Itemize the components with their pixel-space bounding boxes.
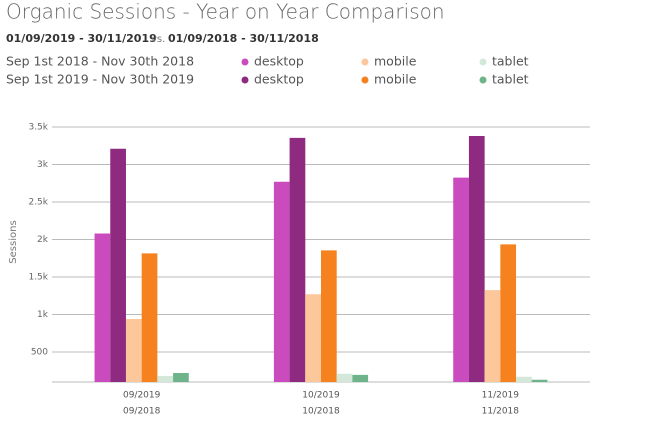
bar — [289, 137, 306, 382]
legend-label: mobile — [374, 72, 417, 87]
legend-marker — [479, 76, 487, 84]
legend-label: tablet — [492, 54, 529, 69]
legend-label: desktop — [254, 54, 304, 69]
x-tick-label: 10/2019 — [302, 391, 340, 401]
legend-label: desktop — [254, 72, 304, 87]
bar — [321, 250, 337, 382]
bar — [352, 374, 369, 382]
bar — [500, 244, 517, 382]
x-tick-label: 11/2019 — [482, 391, 520, 401]
x-tick-label: 09/2019 — [123, 391, 161, 401]
chart-title: Organic Sessions - Year on Year Comparis… — [6, 0, 445, 24]
bar — [110, 148, 126, 382]
y-axis-title: Sessions — [8, 220, 19, 263]
legend-marker — [241, 76, 249, 84]
subtitle-previous: 01/09/2018 - 30/11/2018 — [168, 32, 319, 45]
bar — [173, 373, 189, 382]
y-tick-label: 3.5k — [28, 123, 48, 133]
y-tick-label: 500 — [31, 348, 48, 358]
legend-marker — [361, 58, 369, 66]
bar — [141, 253, 158, 382]
y-tick-label: 2.5k — [28, 198, 48, 208]
subtitle-current: 01/09/2019 - 30/11/2019 — [6, 32, 157, 45]
bar — [531, 379, 548, 382]
x-tick-label: 11/2018 — [482, 407, 520, 417]
bar — [484, 290, 501, 382]
y-tick-label: 1k — [37, 310, 49, 320]
legend-marker — [479, 58, 487, 66]
bar — [125, 319, 142, 382]
legend-group: Sep 1st 2018 - Nov 30th 2018 — [6, 54, 194, 69]
bar — [273, 181, 290, 382]
y-tick-label: 3k — [37, 160, 49, 170]
bar — [336, 373, 353, 382]
subtitle-joiner: vs. — [151, 34, 165, 45]
y-tick-label: 1.5k — [28, 273, 48, 283]
legend-label: mobile — [374, 54, 417, 69]
x-tick-label: 09/2018 — [123, 407, 161, 417]
bar — [468, 136, 485, 382]
bar — [516, 376, 532, 382]
bar — [453, 177, 469, 382]
legend-marker — [361, 76, 369, 84]
y-tick-label: 2k — [37, 235, 49, 245]
legend-label: tablet — [492, 72, 529, 87]
bar — [305, 294, 321, 382]
bar — [94, 233, 111, 382]
legend-group: Sep 1st 2019 - Nov 30th 2019 — [6, 72, 194, 87]
legend-marker — [241, 58, 249, 66]
x-tick-label: 10/2018 — [302, 407, 340, 417]
bar — [157, 376, 174, 382]
